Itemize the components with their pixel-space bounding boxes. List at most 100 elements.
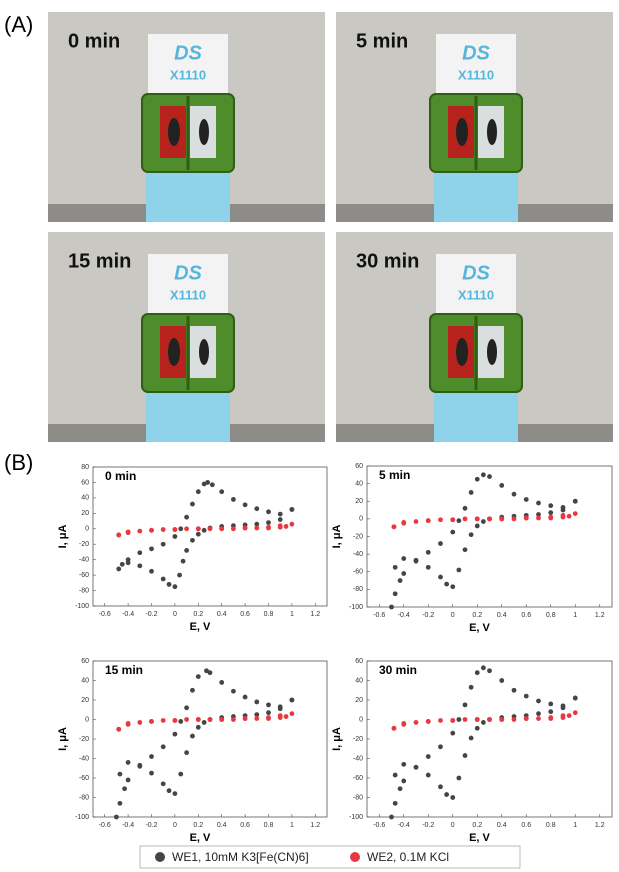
data-point (178, 771, 184, 777)
data-point (160, 744, 166, 750)
data-point (172, 527, 178, 532)
data-point (438, 744, 443, 750)
y-tick-label: -60 (79, 572, 89, 579)
data-point (231, 717, 236, 722)
legend-box (139, 845, 521, 869)
data-point (209, 482, 215, 488)
x-tick-label: -0.4 (398, 822, 410, 829)
data-point (242, 525, 248, 531)
data-point (266, 524, 271, 530)
data-point (116, 532, 122, 538)
y-tick-label: -20 (79, 736, 89, 743)
data-point (160, 576, 166, 582)
data-point (119, 561, 125, 567)
data-point (536, 515, 541, 521)
data-point (195, 724, 201, 730)
data-point (177, 572, 182, 578)
data-point (195, 674, 201, 679)
data-point (172, 731, 178, 737)
data-point (462, 753, 468, 758)
data-point (277, 523, 283, 529)
data-point (277, 517, 283, 522)
data-point (397, 786, 403, 792)
data-point (242, 694, 248, 700)
data-point (137, 563, 143, 569)
data-point (487, 474, 492, 479)
data-point (572, 710, 578, 716)
data-point (184, 514, 190, 520)
data-point (389, 814, 394, 820)
data-point (480, 472, 486, 478)
data-point (523, 693, 529, 699)
data-point (499, 678, 505, 683)
data-point (137, 720, 143, 725)
y-axis-label: I, μA (331, 525, 343, 549)
data-point (536, 698, 541, 704)
data-point (289, 697, 295, 703)
data-point (456, 518, 462, 524)
x-tick-label: -0.2 (422, 612, 434, 619)
x-tick-label: 0.2 (472, 822, 482, 829)
y-tick-label: 40 (81, 677, 89, 684)
data-point (572, 498, 578, 504)
electrode (487, 119, 497, 145)
data-point (523, 515, 529, 521)
x-tick-label: 1 (573, 822, 577, 829)
data-point (283, 524, 289, 529)
x-tick-label: 0.6 (240, 611, 250, 618)
data-point (178, 526, 184, 532)
data-point (480, 519, 486, 524)
y-axis-label: I, μA (57, 727, 69, 751)
y-axis-label: I, μA (331, 727, 343, 751)
electrode (168, 338, 180, 366)
x-tick-label: 0.4 (497, 822, 507, 829)
data-point (254, 525, 260, 531)
x-axis-label: E, V (469, 622, 490, 634)
x-tick-label: -0.6 (373, 612, 385, 619)
data-point (231, 497, 236, 502)
y-tick-label: -100 (349, 814, 363, 821)
data-point (462, 547, 468, 553)
data-point (425, 719, 431, 724)
data-point (391, 725, 397, 731)
data-point (201, 720, 207, 725)
data-point (172, 791, 178, 796)
y-tick-label: 40 (355, 480, 363, 487)
data-point (137, 528, 143, 534)
y-tick-label: 20 (81, 697, 89, 704)
card-text: DS (174, 262, 202, 284)
data-point (207, 526, 213, 532)
data-point (450, 529, 456, 535)
y-tick-label: -80 (79, 794, 89, 801)
data-point (487, 516, 492, 522)
x-axis-label: E, V (190, 832, 211, 844)
data-point (572, 695, 578, 701)
panel-label: (B) (4, 450, 33, 475)
data-point (413, 764, 419, 770)
data-point (195, 717, 201, 722)
data-point (149, 754, 154, 759)
data-point (254, 712, 260, 718)
photo-label: 30 min (356, 250, 419, 272)
electrode (199, 119, 209, 145)
data-point (266, 702, 271, 708)
y-tick-label: 60 (81, 479, 89, 486)
data-point (462, 702, 468, 708)
data-point (468, 735, 474, 741)
data-point (116, 726, 122, 732)
data-point (474, 670, 480, 676)
data-point (468, 684, 474, 690)
data-point (392, 800, 398, 806)
data-point (117, 771, 123, 777)
data-point (425, 772, 431, 778)
data-point (487, 717, 492, 722)
card-text: X1110 (170, 287, 206, 302)
data-point (425, 518, 431, 524)
data-point (184, 750, 190, 756)
data-point (116, 566, 122, 572)
data-point (184, 717, 190, 722)
data-point (125, 777, 131, 783)
x-tick-label: 1.2 (595, 822, 605, 829)
data-point (523, 716, 529, 721)
photo: DS X1110 30 min (336, 232, 613, 442)
